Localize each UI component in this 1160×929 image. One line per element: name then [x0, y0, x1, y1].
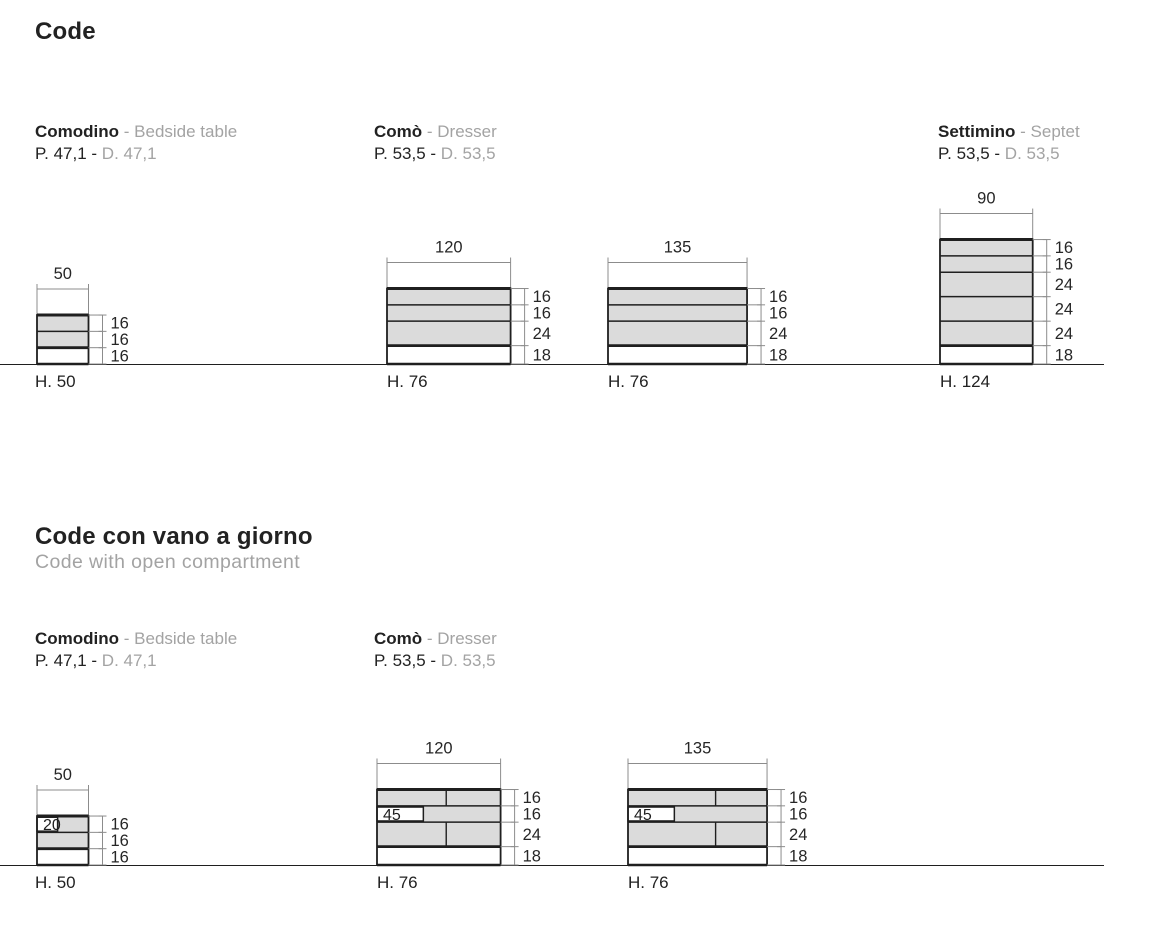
svg-text:16: 16 [789, 789, 807, 807]
svg-text:16: 16 [523, 806, 541, 824]
svg-text:16: 16 [111, 315, 129, 333]
svg-text:16: 16 [523, 789, 541, 807]
svg-text:120: 120 [425, 740, 453, 758]
svg-text:24: 24 [1055, 276, 1073, 294]
svg-text:135: 135 [664, 239, 692, 257]
svg-text:16: 16 [1055, 239, 1073, 257]
svg-text:16: 16 [111, 331, 129, 349]
svg-text:24: 24 [1055, 300, 1073, 318]
svg-text:16: 16 [769, 305, 787, 323]
svg-text:18: 18 [1055, 346, 1073, 364]
svg-text:18: 18 [523, 847, 541, 865]
svg-text:24: 24 [1055, 325, 1073, 343]
svg-text:16: 16 [111, 816, 129, 834]
svg-text:50: 50 [54, 766, 72, 784]
svg-text:24: 24 [789, 826, 807, 844]
svg-text:24: 24 [523, 826, 541, 844]
svg-text:16: 16 [769, 288, 787, 306]
svg-text:16: 16 [533, 305, 551, 323]
svg-text:16: 16 [111, 832, 129, 850]
svg-text:16: 16 [111, 848, 129, 866]
svg-text:18: 18 [533, 346, 551, 364]
svg-text:24: 24 [533, 325, 551, 343]
svg-text:120: 120 [435, 239, 463, 257]
svg-text:16: 16 [1055, 256, 1073, 274]
svg-text:16: 16 [111, 347, 129, 365]
svg-text:18: 18 [789, 847, 807, 865]
svg-text:24: 24 [769, 325, 787, 343]
svg-text:135: 135 [684, 740, 712, 758]
svg-text:16: 16 [533, 288, 551, 306]
svg-text:18: 18 [769, 346, 787, 364]
svg-text:50: 50 [54, 265, 72, 283]
svg-text:16: 16 [789, 806, 807, 824]
svg-text:90: 90 [977, 190, 995, 208]
